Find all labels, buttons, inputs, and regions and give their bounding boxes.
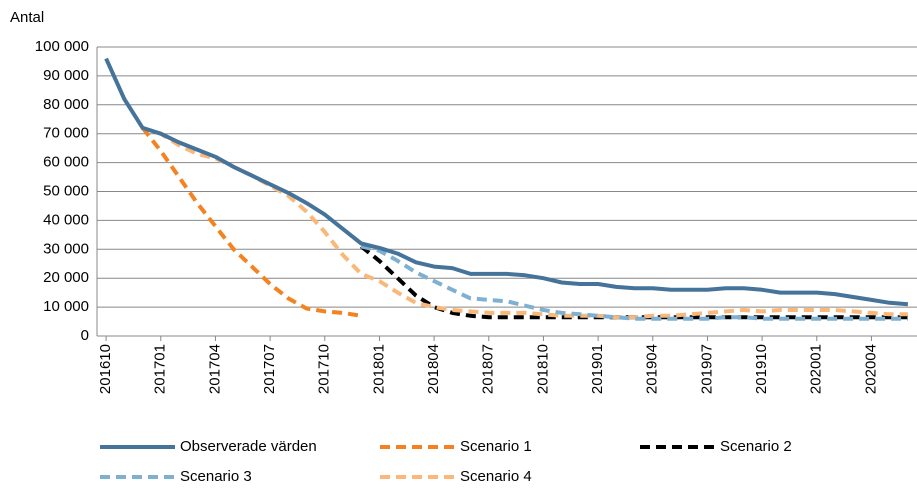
line-series <box>141 126 362 318</box>
y-tick-label: 80 000 <box>43 96 89 113</box>
x-tick-label: 201801 <box>370 344 387 394</box>
x-tick-label: 201710 <box>316 344 333 394</box>
x-tick-label: 201610 <box>97 344 114 394</box>
y-tick-label: 20 000 <box>43 269 89 286</box>
x-tick-label: 201904 <box>644 344 661 394</box>
x-tick-label: 201807 <box>480 344 497 394</box>
y-tick-label: 70 000 <box>43 125 89 142</box>
y-axis-label: Antal <box>10 9 44 26</box>
y-tick-label: 100 000 <box>35 38 89 55</box>
x-tick-label: 201707 <box>261 344 278 394</box>
x-tick-label: 201901 <box>589 344 606 394</box>
line-series <box>141 125 908 320</box>
x-tick-label: 201704 <box>206 344 223 394</box>
y-tick-label: 10 000 <box>43 298 89 315</box>
x-tick-label: 201907 <box>698 344 715 394</box>
x-tick-label: 202001 <box>808 344 825 394</box>
legend-label: Scenario 3 <box>180 468 252 485</box>
line-series <box>104 57 909 307</box>
y-tick-label: 40 000 <box>43 211 89 228</box>
x-tick-label: 201910 <box>753 344 770 394</box>
legend-label: Scenario 2 <box>720 438 792 455</box>
y-tick-label: 30 000 <box>43 240 89 257</box>
y-tick-label: 50 000 <box>43 182 89 199</box>
x-tick-label: 202004 <box>862 344 879 394</box>
y-tick-label: 0 <box>81 327 89 344</box>
legend-label: Observerade värden <box>180 438 317 455</box>
legend-label: Scenario 4 <box>460 468 532 485</box>
line-series <box>360 244 908 321</box>
x-tick-label: 201804 <box>425 344 442 394</box>
x-tick-label: 201810 <box>534 344 551 394</box>
y-tick-label: 90 000 <box>43 67 89 84</box>
legend-label: Scenario 1 <box>460 438 532 455</box>
y-tick-label: 60 000 <box>43 154 89 171</box>
x-tick-label: 201701 <box>152 344 169 394</box>
